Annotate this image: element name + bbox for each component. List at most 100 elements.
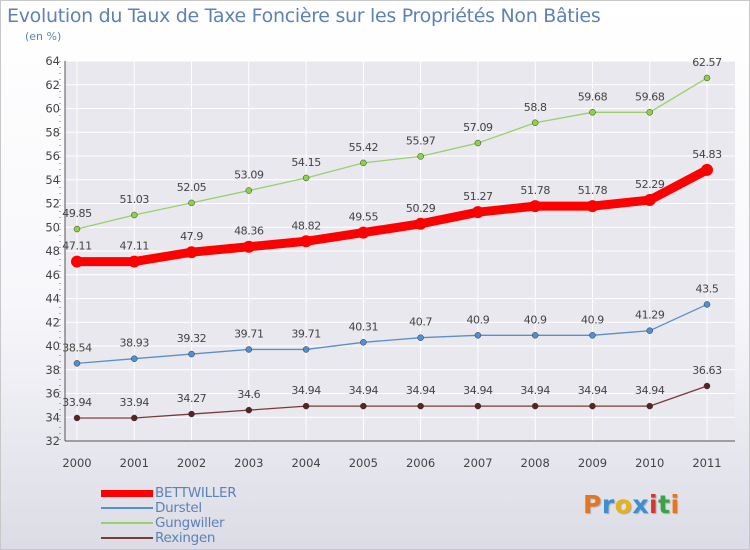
data-label-durstel: 40.31 bbox=[349, 320, 379, 333]
data-label-bettwiller: 49.55 bbox=[349, 211, 379, 224]
y-tick-label: 60 bbox=[45, 102, 60, 116]
data-point-bettwiller bbox=[586, 200, 599, 213]
legend-label-gungwiller: Gungwiller bbox=[155, 515, 225, 531]
data-point-bettwiller bbox=[701, 163, 713, 176]
y-tick-label: 42 bbox=[45, 315, 60, 329]
x-tick-label: 2002 bbox=[177, 456, 206, 470]
y-tick-label: 38 bbox=[45, 363, 60, 377]
x-tick-label: 2007 bbox=[463, 456, 492, 470]
legend-swatch-gungwiller bbox=[101, 522, 153, 524]
data-point-bettwiller bbox=[300, 235, 313, 248]
data-point-gungwiller bbox=[531, 119, 539, 126]
data-point-rexingen bbox=[302, 402, 310, 410]
data-point-bettwiller bbox=[242, 240, 255, 253]
series-line-durstel bbox=[76, 303, 708, 364]
data-label-bettwiller: 48.82 bbox=[291, 219, 321, 232]
data-point-rexingen bbox=[531, 402, 539, 410]
y-tick-label: 32 bbox=[45, 434, 60, 448]
data-label-rexingen: 33.94 bbox=[62, 396, 92, 409]
data-point-bettwiller bbox=[643, 194, 656, 207]
legend-swatch-durstel bbox=[101, 507, 153, 509]
data-point-durstel bbox=[474, 332, 482, 339]
data-label-bettwiller: 52.29 bbox=[635, 178, 665, 191]
data-label-rexingen: 34.94 bbox=[578, 384, 608, 397]
series-line-gungwiller bbox=[76, 77, 708, 230]
y-tick-label: 50 bbox=[45, 220, 60, 234]
data-label-durstel: 38.54 bbox=[62, 341, 92, 354]
data-label-rexingen: 34.27 bbox=[177, 392, 207, 405]
x-tick-label: 2001 bbox=[120, 456, 149, 470]
data-point-rexingen bbox=[589, 402, 596, 410]
data-label-durstel: 39.71 bbox=[291, 327, 321, 340]
data-point-gungwiller bbox=[646, 109, 653, 116]
y-tick-label: 40 bbox=[45, 339, 60, 353]
data-label-durstel: 40.9 bbox=[524, 313, 547, 326]
x-tick-label: 2000 bbox=[62, 456, 91, 470]
data-label-bettwiller: 51.78 bbox=[520, 184, 550, 197]
data-label-rexingen: 34.94 bbox=[635, 384, 665, 397]
data-point-rexingen bbox=[417, 402, 424, 410]
data-label-durstel: 39.71 bbox=[234, 327, 264, 340]
data-label-gungwiller: 52.05 bbox=[177, 181, 207, 194]
data-point-gungwiller bbox=[131, 211, 138, 219]
data-label-gungwiller: 55.42 bbox=[349, 141, 379, 154]
series-line-rexingen bbox=[76, 385, 708, 419]
data-point-durstel bbox=[646, 327, 653, 334]
data-point-gungwiller bbox=[360, 159, 367, 167]
data-point-bettwiller bbox=[414, 217, 427, 230]
x-tick-label: 2011 bbox=[692, 456, 721, 470]
data-label-durstel: 40.9 bbox=[466, 313, 489, 326]
data-label-bettwiller: 51.78 bbox=[578, 184, 608, 197]
chart-unit-label: (en %) bbox=[25, 30, 62, 43]
data-point-rexingen bbox=[131, 414, 138, 422]
data-label-rexingen: 33.94 bbox=[120, 396, 150, 409]
x-tick-label: 2009 bbox=[578, 456, 607, 470]
y-tick-label: 64 bbox=[45, 54, 60, 68]
legend-label-bettwiller: BETTWILLER bbox=[155, 485, 237, 501]
data-label-bettwiller: 47.11 bbox=[120, 240, 150, 253]
y-tick-label: 54 bbox=[45, 173, 60, 187]
logo-letter: i bbox=[670, 490, 680, 519]
data-point-rexingen bbox=[703, 382, 711, 390]
legend-label-durstel: Durstel bbox=[155, 500, 202, 516]
data-label-gungwiller: 51.03 bbox=[120, 193, 150, 206]
data-label-rexingen: 34.94 bbox=[291, 384, 321, 397]
data-point-durstel bbox=[417, 334, 424, 341]
data-point-rexingen bbox=[474, 402, 482, 410]
legend-label-rexingen: Rexingen bbox=[155, 530, 216, 546]
data-point-rexingen bbox=[73, 414, 81, 422]
y-tick-label: 56 bbox=[45, 149, 60, 163]
legend-swatch-rexingen bbox=[101, 537, 153, 539]
x-tick-label: 2003 bbox=[234, 456, 263, 470]
y-tick-label: 44 bbox=[45, 292, 60, 306]
x-tick-label: 2004 bbox=[291, 456, 320, 470]
data-label-durstel: 41.29 bbox=[635, 309, 665, 322]
logo-letter: t bbox=[658, 490, 671, 519]
data-label-rexingen: 34.6 bbox=[237, 388, 260, 401]
data-label-bettwiller: 51.27 bbox=[463, 190, 493, 203]
y-tick-label: 34 bbox=[45, 410, 60, 424]
legend-swatch-bettwiller bbox=[101, 490, 153, 497]
data-label-gungwiller: 62.57 bbox=[692, 56, 722, 69]
data-label-rexingen: 34.94 bbox=[520, 384, 550, 397]
data-point-bettwiller bbox=[185, 246, 198, 259]
data-point-durstel bbox=[531, 332, 539, 339]
data-point-bettwiller bbox=[128, 255, 141, 268]
logo-letter: x bbox=[632, 490, 649, 519]
chart-title: Evolution du Taux de Taxe Foncière sur l… bbox=[7, 5, 601, 27]
data-label-rexingen: 34.94 bbox=[463, 384, 493, 397]
y-tick-label: 52 bbox=[45, 197, 60, 211]
data-label-gungwiller: 54.15 bbox=[291, 156, 321, 169]
data-point-rexingen bbox=[245, 406, 253, 414]
logo-letter: P bbox=[583, 490, 602, 519]
data-label-bettwiller: 48.36 bbox=[234, 225, 264, 238]
data-label-durstel: 39.32 bbox=[177, 332, 207, 345]
series-line-bettwiller bbox=[72, 165, 712, 267]
data-label-rexingen: 34.94 bbox=[406, 384, 436, 397]
y-tick-label: 36 bbox=[45, 387, 60, 401]
data-point-bettwiller bbox=[471, 206, 484, 219]
data-label-bettwiller: 54.83 bbox=[692, 148, 722, 161]
x-tick-label: 2008 bbox=[521, 456, 550, 470]
logo-letter: i bbox=[649, 490, 659, 519]
